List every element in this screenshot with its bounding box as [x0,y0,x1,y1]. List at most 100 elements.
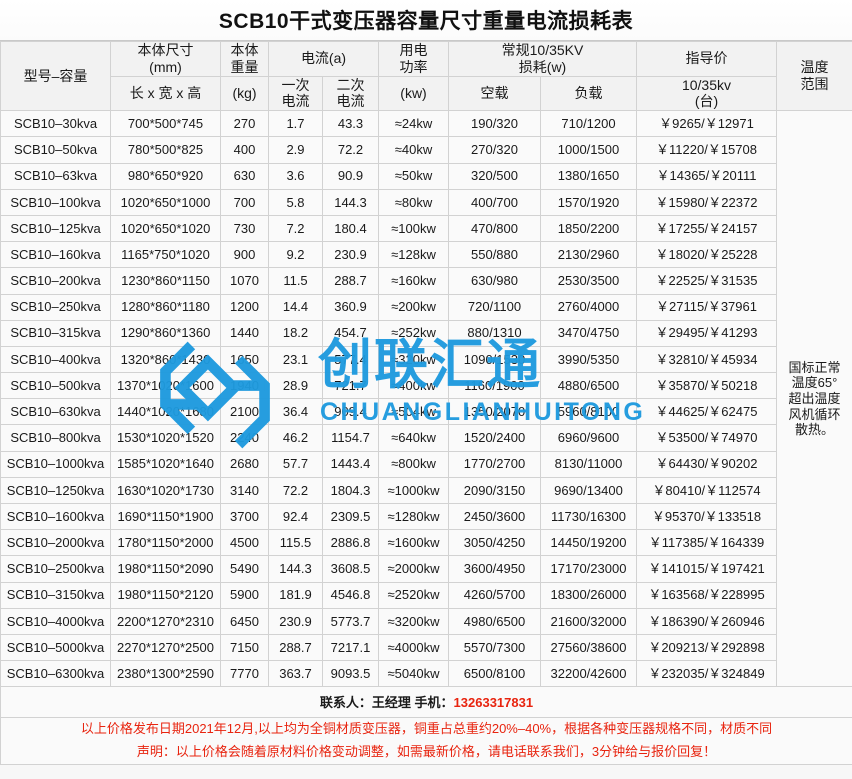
cell-dimensions: 2200*1270*2310 [110,607,221,635]
temperature-note-line-3: 超出温度 [788,390,841,406]
cell-secondary-current: 1443.4 [322,450,379,478]
cell-price: ￥14365/￥20111 [636,162,777,190]
table-row: SCB10–160kva 1165*750*1020 900 9.2 230.9 ≈128… [0,241,852,269]
cell-weight: 400 [220,136,269,164]
cell-secondary-current: 144.3 [322,188,379,216]
table-row: SCB10–2000kva 1780*1150*2000 4500 115.5 2886… [0,529,852,557]
th-power-line1: 用电 [399,42,428,58]
th-model: 型号–容量 [0,40,111,112]
cell-power: ≈252kw [378,319,449,347]
cell-power: ≈800kw [378,450,449,478]
cell-noload-loss: 4260/5700 [448,581,541,609]
cell-secondary-current: 2886.8 [322,529,379,557]
table-row: SCB10–630kva 1440*1020*1680 2100 36.4 909.4 ≈… [0,398,852,426]
cell-primary-current: 92.4 [268,502,323,531]
cell-model: SCB10–800kva [0,424,111,452]
cell-power: ≈1280kw [378,502,449,531]
cell-power: ≈100kw [378,214,449,243]
table-row: SCB10–400kva 1320*860*1430 1650 23.1 577.4 ≈3… [0,345,852,374]
cell-weight: 5900 [220,581,269,609]
table-row: SCB10–5000kva 2270*1270*2500 7150 288.7 7217… [0,633,852,662]
cell-model: SCB10–5000kva [0,633,111,662]
th-current-secondary-line2: 电流 [336,93,365,110]
note-line-1: 以上价格发布日期2021年12月,以上均为全铜材质变压器，铜重占总重约20%–4… [80,721,773,737]
th-power-sub: (kw) [378,75,449,112]
table-row: SCB10–3150kva 1980*1150*2120 5900 181.9 4546… [0,581,852,609]
cell-price: ￥15980/￥22372 [636,188,777,216]
table-row: SCB10–315kva 1290*860*1360 1440 18.2 454.7 ≈2… [0,319,852,347]
cell-load-loss: 2760/4000 [540,293,637,321]
cell-secondary-current: 43.3 [322,110,379,138]
cell-load-loss: 710/1200 [540,110,637,138]
cell-noload-loss: 1350/2070 [448,398,541,426]
cell-load-loss: 27560/38600 [540,633,637,662]
temperature-note-line-1: 国标正常 [788,359,841,375]
table-row: SCB10–30kva 700*500*745 270 1.7 43.3 ≈24kw 190… [0,110,852,688]
th-current-primary-line2: 电流 [281,93,310,110]
cell-load-loss: 9690/13400 [540,476,637,505]
cell-load-loss: 1850/2200 [540,214,637,243]
cell-secondary-current: 2309.5 [322,502,379,531]
cell-model: SCB10–500kva [0,372,111,400]
table-head: 型号–容量 本体尺寸 (mm) 本体 重量 电流(a) 用电 功率 常规10/3… [0,40,852,112]
cell-model: SCB10–2000kva [0,529,111,557]
table-row: SCB10–1600kva 1690*1150*1900 3700 92.4 2309.… [0,502,852,531]
th-weight-sub: (kg) [220,75,269,112]
table-row: SCB10–4000kva 2200*1270*2310 6450 230.9 5773… [0,607,852,635]
table-row: SCB10–1000kva 1585*1020*1640 2680 57.7 1443.… [0,450,852,478]
th-loss-line1: 常规10/35KV [501,42,584,58]
cell-load-loss: 21600/32000 [540,607,637,635]
cell-weight: 1070 [220,267,269,295]
cell-temperature-note: 国标正常 温度65° 超出温度 风机循环 散热。 [776,110,852,688]
cell-model: SCB10–315kva [0,319,111,347]
cell-price: ￥17255/￥24157 [636,214,777,243]
cell-dimensions: 780*500*825 [110,136,221,164]
cell-weight: 4500 [220,529,269,557]
cell-secondary-current: 5773.7 [322,607,379,635]
cell-power: ≈1600kw [378,529,449,557]
th-current-primary-line1: 一次 [281,76,310,93]
th-current-primary: 一次 电流 [268,75,323,112]
cell-load-loss: 3470/4750 [540,319,637,347]
cell-power: ≈24kw [378,110,449,138]
cell-noload-loss: 320/500 [448,162,541,190]
cell-primary-current: 288.7 [268,633,323,662]
table-row: SCB10–2500kva 1980*1150*2090 5490 144.3 3608… [0,555,852,583]
cell-load-loss: 5960/8100 [540,398,637,426]
cell-weight: 1940 [220,372,269,400]
cell-model: SCB10–1600kva [0,502,111,531]
cell-primary-current: 1.7 [268,110,323,138]
cell-model: SCB10–400kva [0,345,111,374]
cell-primary-current: 46.2 [268,424,323,452]
table-row: SCB10–100kva 1020*650*1000 700 5.8 144.3 ≈80k… [0,188,852,216]
cell-secondary-current: 360.9 [322,293,379,321]
cell-price: ￥35870/￥50218 [636,372,777,400]
cell-model: SCB10–6300kva [0,660,111,688]
cell-noload-loss: 190/320 [448,110,541,138]
cell-weight: 630 [220,162,269,190]
th-loss-line2: 损耗(w) [518,58,567,75]
cell-weight: 6450 [220,607,269,635]
cell-primary-current: 230.9 [268,607,323,635]
cell-weight: 7770 [220,660,269,688]
header-row-top: 型号–容量 本体尺寸 (mm) 本体 重量 电流(a) 用电 功率 常规10/3… [0,40,852,112]
cell-price: ￥27115/￥37961 [636,293,777,321]
th-price-sub-line1: 10/35kv [681,76,732,93]
cell-dimensions: 1690*1150*1900 [110,502,221,531]
cell-model: SCB10–4000kva [0,607,111,635]
cell-weight: 1440 [220,319,269,347]
table-row: SCB10–63kva 980*650*920 630 3.6 90.9 ≈50kw 320… [0,162,852,190]
cell-power: ≈50kw [378,162,449,190]
cell-noload-loss: 270/320 [448,136,541,164]
cell-primary-current: 14.4 [268,293,323,321]
th-power-line2: 功率 [399,58,428,75]
cell-load-loss: 1380/1650 [540,162,637,190]
cell-model: SCB10–1250kva [0,476,111,505]
th-current-secondary-line1: 二次 [336,76,365,93]
page-title-bar: SCB10干式变压器容量尺寸重量电流损耗表 [0,0,852,41]
cell-power: ≈1000kw [378,476,449,505]
table-row: SCB10–1250kva 1630*1020*1730 3140 72.2 1804.… [0,476,852,505]
table-row: SCB10–50kva 780*500*825 400 2.9 72.2 ≈40kw 270… [0,136,852,164]
cell-dimensions: 1230*860*1150 [110,267,221,295]
cell-power: ≈80kw [378,188,449,216]
